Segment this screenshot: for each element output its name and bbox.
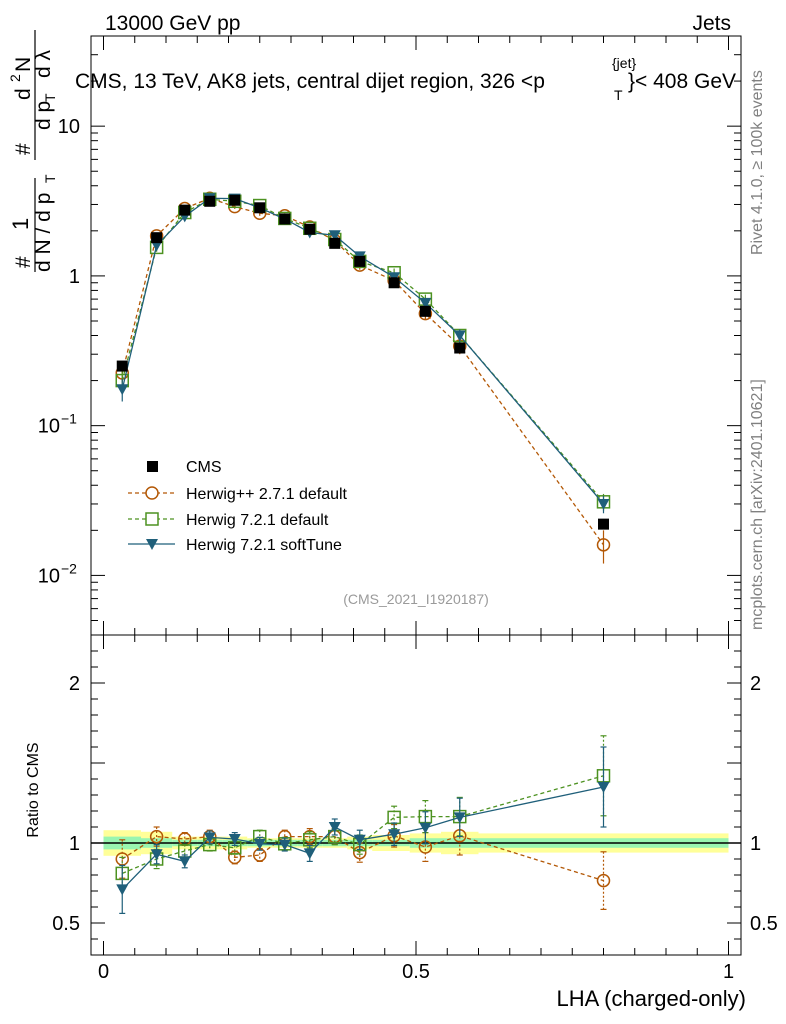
ratio-point-herwig-7-2-1-softtune — [228, 834, 241, 845]
svg-text:d N / d p: d N / d p — [32, 193, 55, 272]
ratio-y-tick-label-right: 1 — [750, 833, 761, 855]
svg-text:T: T — [42, 174, 58, 183]
ratio-point-herwig-7-2-1-softtune — [597, 782, 610, 793]
ratio-point-herwig-7-2-1-softtune — [116, 884, 129, 896]
ratio-point-herwig-7-2-1-softtune — [388, 829, 401, 841]
legend-label-herwig7-default: Herwig 7.2.1 default — [186, 512, 329, 529]
x-axis-label: LHA (charged-only) — [556, 986, 746, 1011]
point-cms — [229, 194, 241, 206]
ratio-line-herwig-2-7-1-default — [121, 835, 604, 882]
legend: CMS Herwig++ 2.7.1 default Herwig 7.2.1 … — [128, 459, 348, 554]
svg-text:#: # — [12, 143, 35, 155]
legend-label-herwig7-softtune: Herwig 7.2.1 softTune — [186, 537, 342, 554]
ratio-point-herwig-7-2-1-softtune — [278, 839, 291, 851]
plot-title: CMS, 13 TeV, AK8 jets, central dijet reg… — [75, 55, 736, 103]
legend-entry-herwig7-default: Herwig 7.2.1 default — [128, 512, 329, 529]
header-process: 13000 GeV pp — [105, 12, 240, 35]
legend-marker-herwig7-softtune — [146, 539, 158, 550]
legend-entry-herwig7-softtune: Herwig 7.2.1 softTune — [128, 537, 342, 554]
point-herwig-7-2-1-softtune — [328, 230, 341, 242]
title-text: CMS, 13 TeV, AK8 jets, central dijet reg… — [75, 70, 545, 93]
svg-text:N: N — [12, 57, 35, 72]
svg-text:d: d — [12, 88, 35, 100]
point-cms — [329, 237, 341, 249]
svg-text:d p: d p — [32, 101, 55, 130]
legend-marker-herwigpp — [145, 486, 159, 500]
point-cms — [279, 213, 291, 225]
ratio-y-tick-label: 1 — [69, 833, 80, 855]
x-tick-label: 0.5 — [402, 961, 430, 983]
point-herwig-2-7-1-default — [596, 538, 611, 552]
ratio-series-layer — [115, 735, 611, 915]
point-cms — [388, 277, 400, 289]
point-cms — [204, 195, 216, 207]
y-tick-label-exponent: −2 — [61, 560, 77, 576]
ratio-y-tick-label: 2 — [69, 673, 80, 695]
point-cms — [419, 305, 431, 317]
legend-marker-cms — [147, 461, 158, 472]
analysis-tag: (CMS_2021_I1920187) — [343, 591, 489, 607]
ratio-point-herwig-7-2-1-softtune — [253, 838, 266, 850]
x-tick-label: 0 — [98, 961, 109, 983]
point-cms — [151, 232, 163, 244]
ratio-point-herwig-7-2-1-softtune — [453, 812, 466, 824]
ratio-plot-frame — [90, 634, 742, 956]
legend-entry-herwigpp: Herwig++ 2.7.1 default — [128, 486, 348, 503]
point-cms — [354, 255, 366, 267]
svg-text:#: # — [12, 256, 35, 268]
ratio-point-herwig-7-2-1-softtune — [419, 822, 432, 834]
ratio-y-tick-label-right: 0.5 — [750, 913, 778, 935]
point-cms — [454, 342, 466, 354]
point-herwig-7-2-1-softtune — [419, 297, 432, 309]
ratio-point-herwig-7-2-1-softtune — [328, 822, 341, 833]
ratio-point-herwig-7-2-1-softtune — [150, 849, 163, 861]
ratio-y-tick-label-right: 2 — [750, 673, 761, 695]
main-series-layer — [115, 191, 611, 564]
point-cms — [598, 518, 609, 530]
legend-label-cms: CMS — [186, 459, 222, 476]
ratio-line-herwig-7-2-1-default — [121, 775, 604, 874]
y-tick-label: 10 — [58, 116, 80, 138]
y-tick-label: 1 — [69, 266, 80, 288]
ratio-point-herwig-7-2-1-softtune — [203, 832, 216, 844]
rivet-version-text: Rivet 4.1.0, ≥ 100k events — [749, 70, 766, 255]
mcplots-reference-text: mcplots.cern.ch [arXiv:2401.10621] — [749, 379, 766, 630]
svg-text:1: 1 — [8, 218, 33, 230]
ratio-point-herwig-2-7-1-default — [596, 873, 611, 888]
title-end: }< 408 GeV — [628, 70, 736, 93]
ratio-y-tick-label: 0.5 — [52, 913, 80, 935]
point-cms — [254, 202, 266, 214]
ratio-point-herwig-7-2-1-softtune — [303, 848, 316, 860]
x-tick-label: 1 — [723, 961, 734, 983]
point-cms — [304, 223, 316, 235]
y-tick-label-exponent: −1 — [61, 411, 77, 427]
ratio-point-herwig-2-7-1-default — [149, 829, 164, 844]
svg-text:2: 2 — [7, 74, 23, 82]
title-subscript: T — [614, 87, 623, 103]
title-superscript: {jet} — [612, 55, 636, 71]
header-category: Jets — [692, 12, 731, 35]
ratio-y-axis-label: Ratio to CMS — [25, 742, 42, 837]
point-cms — [116, 360, 128, 372]
svg-text:T: T — [42, 93, 58, 102]
y-tick-label: 10 — [38, 416, 60, 438]
legend-marker-herwig7-default — [145, 512, 159, 526]
y-tick-label: 10 — [38, 565, 60, 587]
point-herwig-7-2-1-softtune — [453, 330, 466, 342]
point-herwig-7-2-1-softtune — [116, 384, 129, 396]
legend-label-herwigpp: Herwig++ 2.7.1 default — [186, 486, 348, 503]
ratio-point-herwig-7-2-1-softtune — [353, 834, 366, 846]
series-line-herwig-7-2-1-default — [121, 198, 604, 503]
legend-entry-cms: CMS — [147, 459, 222, 476]
ratio-point-herwig-7-2-1-softtune — [178, 856, 191, 868]
svg-text:d λ: d λ — [32, 49, 55, 78]
point-cms — [179, 204, 191, 216]
main-y-axis-label: # 1 d N / d p T # d p T d λ d 2 N — [7, 30, 58, 272]
point-herwig-7-2-1-softtune — [597, 498, 610, 510]
